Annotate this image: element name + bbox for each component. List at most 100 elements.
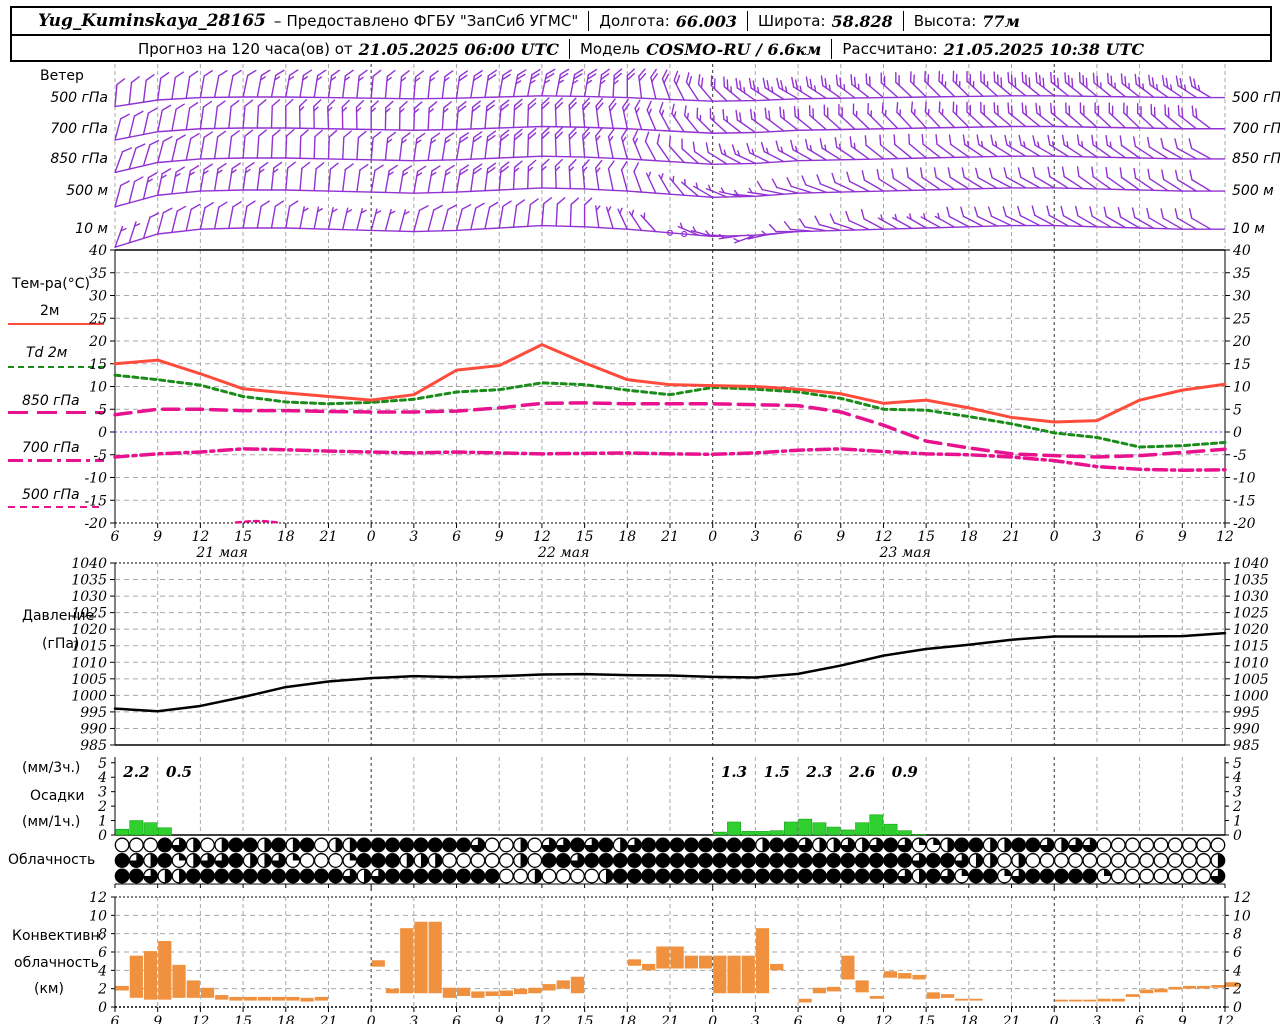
svg-text:5: 5	[1233, 756, 1242, 772]
svg-text:0: 0	[1233, 828, 1242, 844]
cloud-cover-symbol	[1181, 868, 1197, 884]
cloud-cover-symbol	[1053, 868, 1069, 884]
cloud-cover-symbol	[456, 868, 472, 884]
svg-text:0: 0	[1050, 1014, 1059, 1024]
cloud-cover-symbol	[385, 853, 400, 868]
svg-text:2: 2	[1232, 799, 1242, 815]
cloud-cover-symbol	[356, 853, 372, 868]
cloud-cover-symbol	[868, 853, 884, 868]
cloud-cover-symbol	[968, 837, 984, 853]
svg-text:40: 40	[88, 243, 107, 259]
cloud-cover-symbol	[513, 868, 529, 884]
cloud-cover-symbol	[783, 837, 799, 853]
cloud-cover-symbol	[726, 853, 742, 868]
temp-legend-700-line	[8, 459, 104, 462]
svg-text:35: 35	[89, 266, 107, 282]
temp-legend-2m-label: 2м	[40, 303, 60, 319]
svg-text:5: 5	[1233, 402, 1242, 418]
cloud-cover-symbol	[555, 853, 571, 868]
svg-text:990: 990	[80, 721, 107, 737]
cloud-cover-symbol	[1025, 868, 1041, 884]
svg-text:1005: 1005	[71, 672, 107, 688]
convective-cloud-bar	[257, 996, 272, 1001]
cloud-cover-symbol	[1153, 868, 1169, 884]
svg-text:10: 10	[1233, 380, 1251, 396]
cloud-cover-symbol	[385, 868, 400, 884]
convective-cloud-bar	[129, 955, 143, 998]
svg-text:9: 9	[1178, 529, 1187, 545]
wind-level-500hpa-label: 500 гПа	[50, 90, 108, 106]
cloud-cover-symbol	[285, 868, 301, 884]
convective-cloud-bar	[528, 987, 542, 994]
cloud-cover-symbol	[271, 868, 287, 884]
convective-cloud-bar	[1225, 982, 1239, 987]
cloud-cover-symbol	[626, 868, 642, 884]
cloud-cover-symbol	[854, 853, 870, 868]
cloud-cover-symbol	[1025, 853, 1041, 868]
svg-text:1015: 1015	[1233, 639, 1269, 655]
precip-bar	[840, 829, 855, 836]
svg-text:6: 6	[1233, 945, 1242, 961]
svg-text:0: 0	[708, 1014, 717, 1024]
svg-text:-20: -20	[84, 516, 107, 532]
svg-text:3: 3	[409, 1014, 418, 1024]
svg-text:9: 9	[495, 1014, 504, 1024]
svg-text:4: 4	[97, 963, 107, 979]
svg-text:12: 12	[1216, 529, 1234, 545]
cloud-cover-symbol	[143, 837, 159, 853]
svg-text:-5: -5	[93, 448, 107, 464]
svg-text:-10: -10	[1233, 471, 1256, 487]
wind-level-850hpa-label-right: 850 гПа	[1232, 151, 1280, 167]
convective-cloud-bar	[1097, 998, 1111, 1002]
cloud-cover-symbol	[114, 837, 130, 853]
convective-cloud-bar	[186, 980, 200, 998]
convective-cloud-bar	[1211, 985, 1225, 988]
svg-text:15: 15	[917, 1014, 935, 1024]
precip-bar	[755, 831, 770, 836]
cloud-cover-symbol	[598, 853, 614, 868]
svg-text:0: 0	[98, 1000, 107, 1016]
convective-cloud-bar	[400, 928, 414, 994]
temp-legend-td2m-label: Td 2м	[26, 345, 68, 361]
svg-text:1025: 1025	[71, 606, 107, 622]
convective-cloud-bar	[827, 986, 841, 992]
convective-cloud-bar	[1197, 985, 1211, 989]
cloud-cover-symbol	[570, 837, 585, 853]
convective-cloud-bar	[969, 998, 983, 1001]
svg-text:6: 6	[794, 529, 803, 545]
svg-text:12: 12	[1233, 890, 1251, 906]
cloud-cover-symbol	[427, 837, 443, 853]
cloud-panel-label: Облачность	[8, 852, 96, 868]
cloud-cover-symbol	[698, 868, 714, 884]
cloud-cover-symbol	[1181, 853, 1197, 868]
svg-text:995: 995	[80, 705, 107, 721]
svg-text:6: 6	[111, 529, 120, 545]
cloud-cover-symbol	[826, 868, 842, 884]
cloud-cover-symbol	[456, 853, 472, 868]
svg-text:9: 9	[836, 1014, 845, 1024]
cloud-cover-symbol	[185, 868, 201, 884]
svg-text:4: 4	[1232, 770, 1242, 786]
svg-text:0: 0	[708, 529, 717, 545]
svg-text:12: 12	[875, 1014, 893, 1024]
cloud-cover-symbol	[441, 853, 457, 868]
cloud-cover-symbol	[1139, 853, 1155, 868]
precip-bar	[855, 822, 870, 836]
cloud-cover-symbol	[157, 837, 173, 853]
cloudiness-panel	[114, 837, 1226, 891]
cloud-cover-symbol	[370, 853, 386, 868]
cloud-cover-symbol	[968, 868, 984, 884]
convective-cloud-bar	[428, 921, 442, 994]
svg-text:8: 8	[98, 927, 107, 943]
svg-text:990: 990	[1233, 721, 1260, 737]
wind-row-500-м	[114, 158, 1225, 208]
cloud-cover-symbol	[740, 868, 756, 884]
cloud-cover-symbol	[883, 853, 899, 868]
svg-text:1.3: 1.3	[721, 763, 747, 781]
longitude-label: Долгота:	[599, 12, 670, 30]
cloud-cover-symbol	[925, 853, 941, 868]
wind-panel-label: Ветер	[40, 68, 84, 84]
svg-text:0.5: 0.5	[166, 763, 192, 781]
svg-text:12: 12	[1216, 1014, 1234, 1024]
svg-text:2.2: 2.2	[122, 763, 149, 781]
